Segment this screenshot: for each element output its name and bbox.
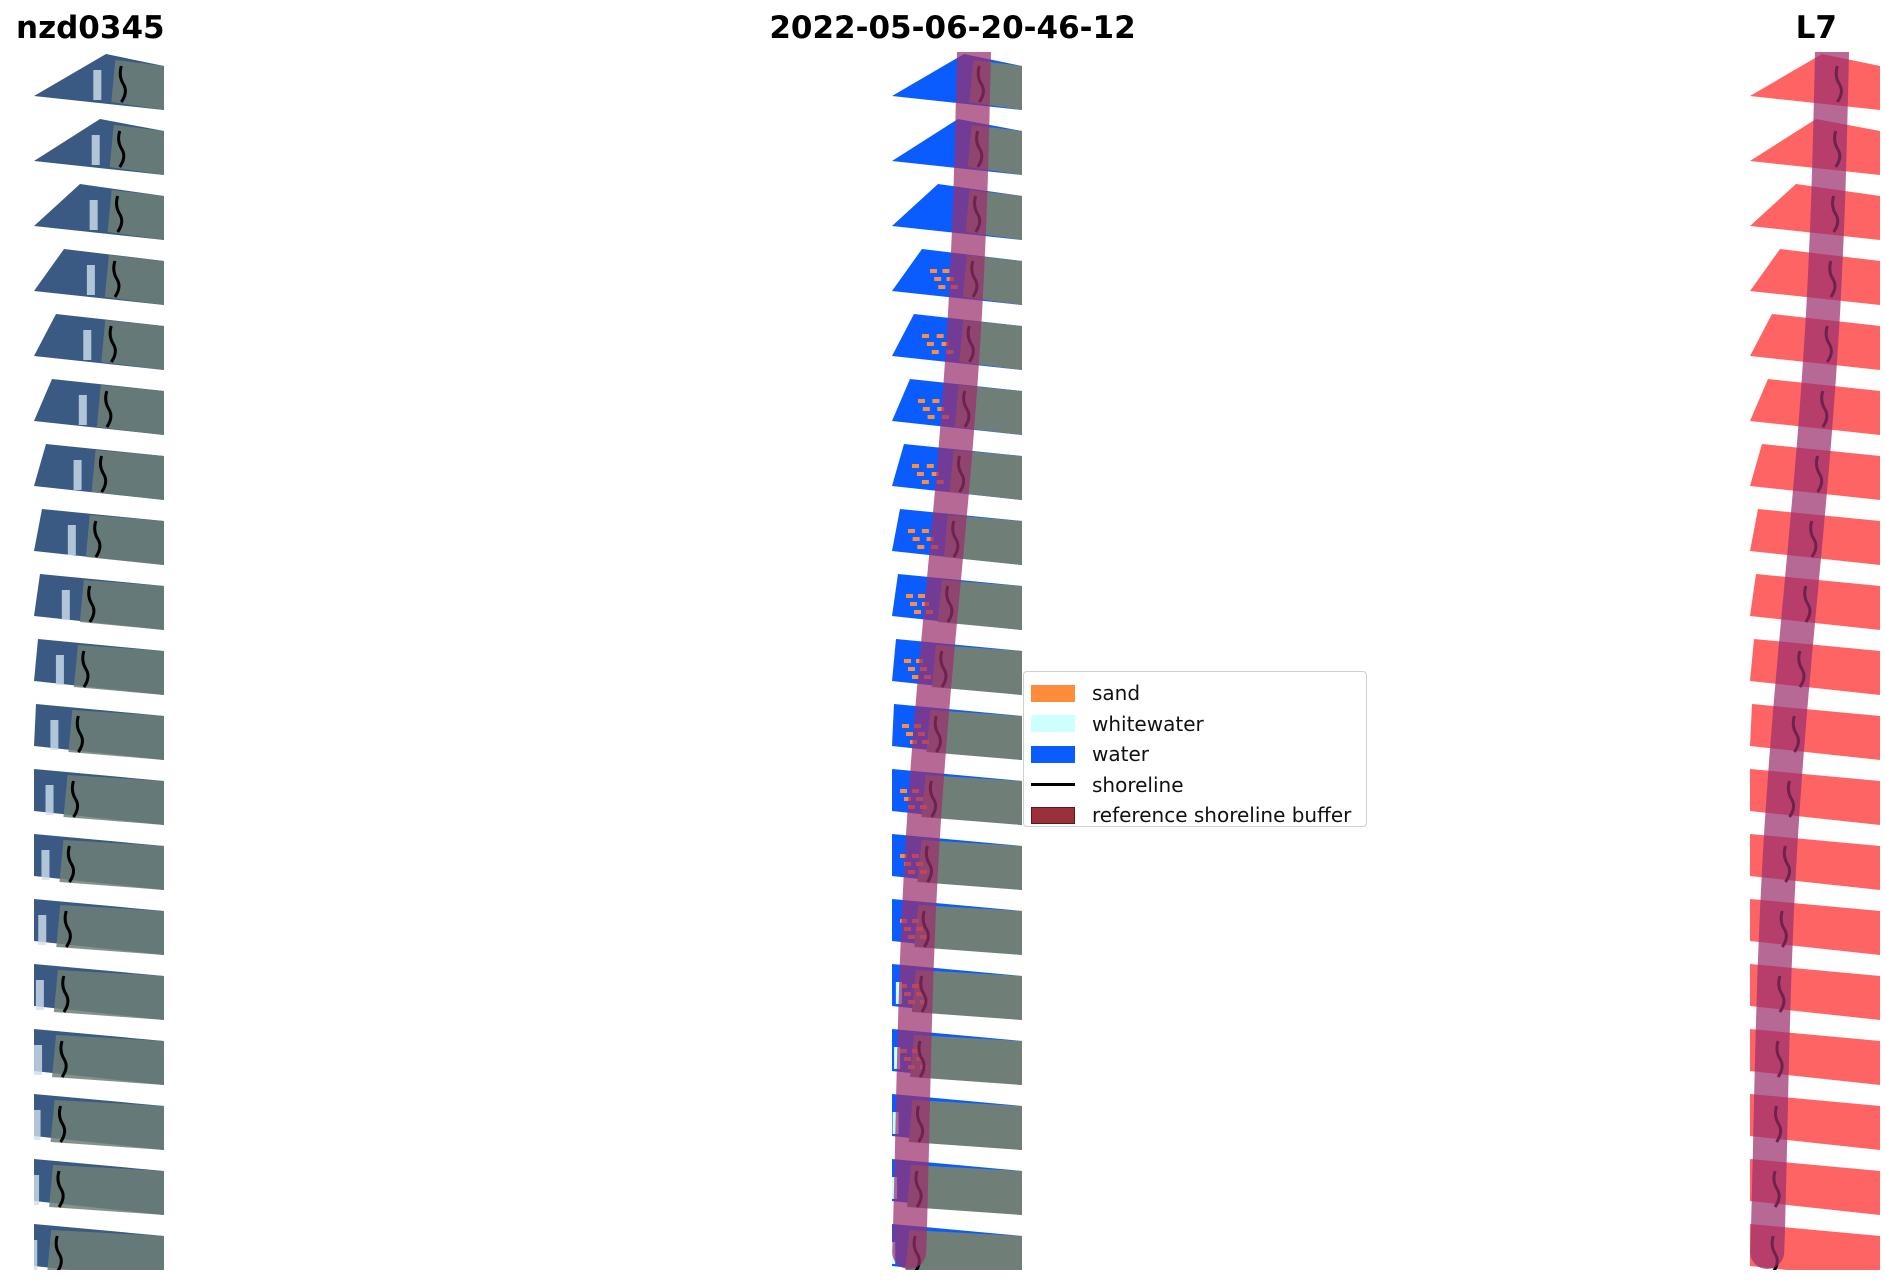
image-stripe <box>1750 639 1880 695</box>
legend-item-shoreline: shoreline <box>1031 770 1366 801</box>
legend-label: whitewater <box>1092 711 1204 736</box>
legend: sand whitewater water shoreline referenc… <box>1023 671 1367 827</box>
water-index-panel <box>1750 52 1880 1270</box>
image-stripe <box>34 1159 164 1215</box>
image-stripe <box>1750 704 1880 760</box>
legend-label: water <box>1092 742 1149 767</box>
rgb-image-panel <box>34 52 164 1270</box>
image-stripe <box>34 249 164 305</box>
image-date-title: 2022-05-06-20-46-12 <box>769 10 1136 46</box>
image-stripe <box>34 1094 164 1150</box>
image-stripe <box>34 184 164 240</box>
image-stripe <box>34 314 164 370</box>
image-stripe <box>34 444 164 500</box>
reference-buffer-swatch <box>1031 806 1075 824</box>
image-stripe <box>892 704 1022 760</box>
satellite-title: L7 <box>1795 10 1837 46</box>
reference-shoreline-buffer <box>1750 52 1849 1269</box>
reference-shoreline-buffer <box>892 52 991 1269</box>
image-stripe <box>34 54 164 110</box>
image-stripe <box>34 704 164 760</box>
image-stripe <box>34 639 164 695</box>
legend-label: shoreline <box>1092 772 1184 797</box>
site-id-title: nzd0345 <box>16 10 165 46</box>
image-stripe <box>34 964 164 1020</box>
rgb-image <box>34 54 164 1270</box>
legend-item-whitewater: whitewater <box>1031 709 1366 740</box>
shoreline-line-swatch <box>1031 783 1075 787</box>
image-stripe <box>34 119 164 175</box>
image-stripe <box>34 379 164 435</box>
water-swatch <box>1031 745 1075 763</box>
classified-image <box>892 52 1022 1270</box>
water-index-image <box>1750 52 1880 1270</box>
sand-swatch <box>1031 684 1075 702</box>
image-stripe <box>34 834 164 890</box>
whitewater-swatch <box>1031 715 1075 733</box>
image-stripe <box>892 639 1022 695</box>
legend-label: reference shoreline buffer <box>1092 803 1352 828</box>
image-stripe <box>34 509 164 565</box>
image-stripe <box>34 1224 164 1270</box>
image-stripe <box>34 769 164 825</box>
classified-image-panel <box>892 52 1022 1270</box>
image-stripe <box>34 1029 164 1085</box>
legend-item-water: water <box>1031 739 1366 770</box>
legend-item-reference-buffer: reference shoreline buffer <box>1031 800 1366 831</box>
image-stripe <box>34 899 164 955</box>
legend-item-sand: sand <box>1031 678 1366 709</box>
legend-label: sand <box>1092 681 1141 706</box>
image-stripe <box>34 574 164 630</box>
